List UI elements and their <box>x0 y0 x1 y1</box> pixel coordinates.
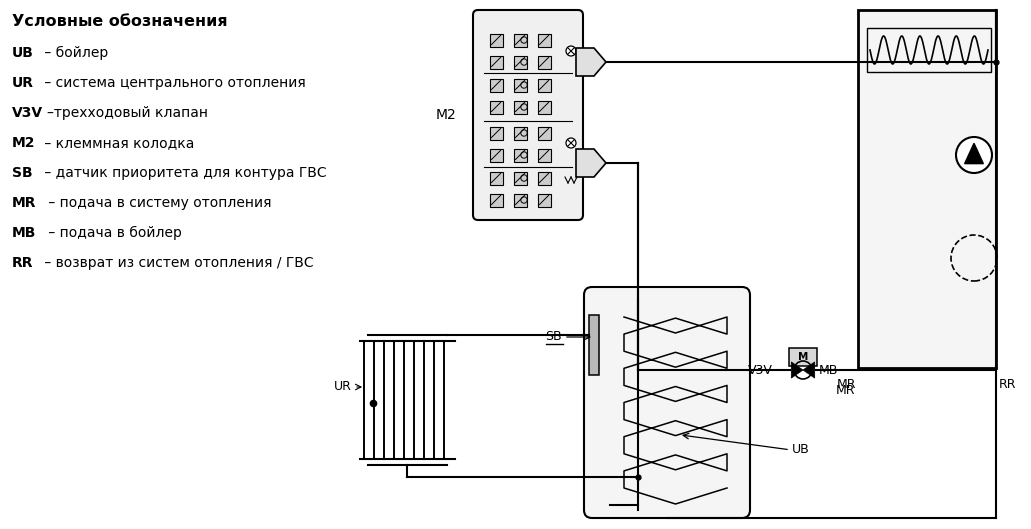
Text: UR: UR <box>12 76 34 90</box>
Text: Условные обозначения: Условные обозначения <box>12 14 228 29</box>
Text: MB: MB <box>819 363 838 377</box>
Bar <box>537 149 551 161</box>
Bar <box>490 171 502 185</box>
Bar <box>490 126 502 140</box>
Polygon shape <box>576 48 606 76</box>
Text: – подача в бойлер: – подача в бойлер <box>44 226 181 240</box>
Bar <box>589 315 599 375</box>
Polygon shape <box>576 149 606 177</box>
Bar <box>490 33 502 47</box>
Text: MR: MR <box>12 196 36 210</box>
Text: MR: MR <box>835 384 855 397</box>
Text: – подача в систему отопления: – подача в систему отопления <box>44 196 271 210</box>
Bar <box>490 78 502 92</box>
Bar <box>537 194 551 206</box>
Circle shape <box>566 138 576 148</box>
Polygon shape <box>803 362 814 378</box>
Text: – клеммная колодка: – клеммная колодка <box>40 136 195 150</box>
Text: SB: SB <box>12 166 33 180</box>
Polygon shape <box>965 143 984 163</box>
Text: MB: MB <box>12 226 36 240</box>
Bar <box>513 56 527 68</box>
Bar <box>513 126 527 140</box>
Bar <box>490 149 502 161</box>
Polygon shape <box>792 362 803 378</box>
Circle shape <box>566 46 576 56</box>
Text: – бойлер: – бойлер <box>40 46 108 60</box>
FancyBboxPatch shape <box>473 10 583 220</box>
Circle shape <box>956 137 992 173</box>
Bar <box>513 101 527 114</box>
Text: RR: RR <box>12 256 33 270</box>
Text: MR: MR <box>836 378 856 391</box>
Bar <box>537 78 551 92</box>
Bar <box>858 10 996 368</box>
Bar <box>867 28 991 72</box>
Bar <box>513 149 527 161</box>
Bar <box>513 194 527 206</box>
Bar <box>513 171 527 185</box>
Bar <box>537 33 551 47</box>
Text: UB: UB <box>792 443 809 457</box>
Text: V3V: V3V <box>12 106 43 120</box>
Bar <box>537 101 551 114</box>
Bar <box>513 78 527 92</box>
Text: UB: UB <box>12 46 34 60</box>
Text: UR: UR <box>334 380 352 394</box>
Text: – возврат из систем отопления / ГВС: – возврат из систем отопления / ГВС <box>40 256 313 270</box>
Text: M2: M2 <box>436 108 457 122</box>
Bar <box>490 194 502 206</box>
Text: M2: M2 <box>12 136 35 150</box>
Bar <box>537 126 551 140</box>
Text: V3V: V3V <box>749 363 773 377</box>
Bar <box>537 56 551 68</box>
Text: RR: RR <box>999 378 1017 391</box>
Bar <box>537 171 551 185</box>
Bar <box>490 56 502 68</box>
Bar <box>789 348 817 366</box>
FancyBboxPatch shape <box>584 287 750 518</box>
Text: – система центрального отопления: – система центрального отопления <box>40 76 306 90</box>
Text: SB: SB <box>545 331 562 343</box>
Text: – датчик приоритета для контура ГВС: – датчик приоритета для контура ГВС <box>40 166 327 180</box>
Bar <box>513 33 527 47</box>
Text: –трехходовый клапан: –трехходовый клапан <box>47 106 208 120</box>
Bar <box>490 101 502 114</box>
Text: M: M <box>798 352 808 362</box>
